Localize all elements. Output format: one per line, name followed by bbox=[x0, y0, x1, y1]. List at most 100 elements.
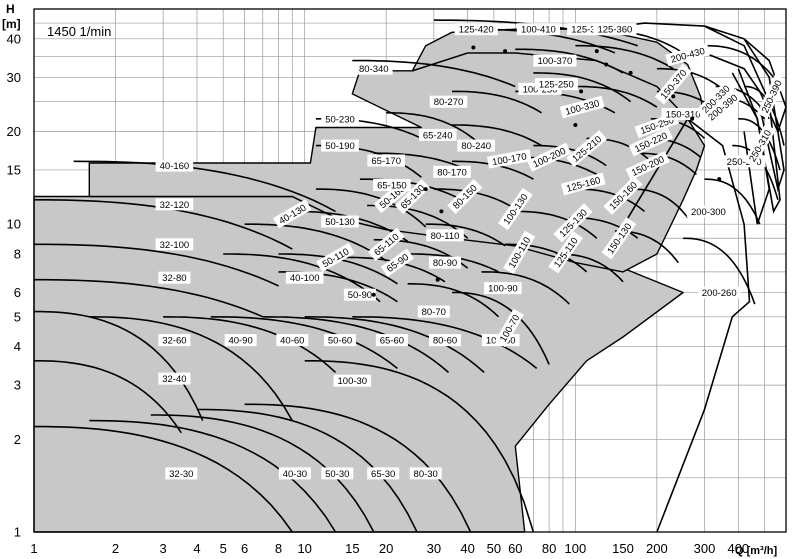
curve-label-80-170: 80-170 bbox=[433, 165, 471, 178]
curve-200-300 bbox=[704, 178, 761, 225]
y-tick-label: 1 bbox=[14, 525, 21, 540]
label-background bbox=[702, 88, 744, 126]
curve-32-60 bbox=[34, 310, 204, 421]
curve-65-60 bbox=[262, 316, 450, 374]
label-background bbox=[503, 230, 536, 275]
curve-100-200 bbox=[533, 144, 607, 167]
curve-80-110 bbox=[425, 223, 506, 247]
label-background bbox=[417, 305, 450, 318]
curve-label-text: 80-240 bbox=[461, 141, 491, 152]
curve-label-65-170: 65-170 bbox=[367, 154, 405, 167]
curve-label-text: 50-230 bbox=[325, 114, 355, 125]
label-background bbox=[526, 142, 572, 172]
curve-32-40 bbox=[34, 359, 182, 434]
curve-label-80-90: 80-90 bbox=[429, 256, 461, 269]
curve-label-80-340: 80-340 bbox=[355, 62, 393, 75]
curve-label-text: 50-190 bbox=[325, 141, 355, 152]
label-background bbox=[484, 282, 522, 295]
label-background bbox=[548, 231, 583, 274]
curve-50-160 bbox=[315, 188, 427, 228]
curve-label-50-60: 50-60 bbox=[324, 334, 356, 347]
curve-label-text: 65-60 bbox=[380, 336, 404, 347]
curve-label-text: 65-150 bbox=[377, 181, 407, 192]
curve-200-430 bbox=[704, 44, 775, 78]
curve-label-40-60: 40-60 bbox=[276, 334, 309, 347]
label-background bbox=[559, 95, 605, 119]
y-tick-label: 5 bbox=[14, 309, 21, 324]
curve-label-text: 100-30 bbox=[338, 376, 368, 387]
label-background bbox=[654, 63, 692, 105]
leader-dot bbox=[435, 277, 440, 282]
curve-65-170 bbox=[373, 152, 469, 171]
leader-dot bbox=[573, 122, 578, 127]
curve-80-340 bbox=[352, 59, 516, 88]
curve-label-text: 40-100 bbox=[290, 273, 320, 284]
label-background bbox=[593, 23, 637, 36]
curve-32-30 bbox=[34, 425, 293, 533]
label-background bbox=[158, 271, 191, 284]
curve-150-160 bbox=[630, 188, 689, 219]
curve-label-text: 80-30 bbox=[414, 469, 438, 480]
curve-label-text: 50-60 bbox=[328, 336, 352, 347]
x-tick-label: 4 bbox=[193, 541, 200, 556]
label-background bbox=[276, 334, 309, 347]
label-background bbox=[486, 149, 532, 169]
curve-125-250 bbox=[575, 85, 658, 108]
curve-label-text: 100-90 bbox=[488, 284, 518, 295]
curve-label-80-270: 80-270 bbox=[429, 95, 468, 108]
x-tick-label: 300 bbox=[694, 541, 716, 556]
label-background bbox=[224, 334, 257, 347]
curve-32-80 bbox=[34, 278, 264, 318]
curve-100-130 bbox=[515, 210, 598, 239]
label-background bbox=[533, 54, 577, 67]
x-tick-label: 5 bbox=[220, 541, 227, 556]
label-background bbox=[316, 242, 355, 272]
curve-label-text: 250-390 bbox=[760, 79, 785, 115]
curve-80-60 bbox=[304, 316, 485, 374]
label-background bbox=[494, 308, 524, 348]
curve-label-text: 50-130 bbox=[325, 217, 355, 228]
curve-50-60 bbox=[210, 316, 398, 370]
leader-dot bbox=[471, 45, 476, 50]
curve-label-text: 32-120 bbox=[160, 200, 190, 211]
curve-label-text: 32-100 bbox=[160, 240, 190, 251]
curve-label-32-60: 32-60 bbox=[158, 334, 191, 347]
x-tick-label: 10 bbox=[297, 541, 311, 556]
curve-label-65-60: 65-60 bbox=[375, 334, 408, 347]
curve-32-100 bbox=[34, 243, 279, 287]
curve-label-80-60: 80-60 bbox=[429, 334, 461, 347]
curve-label-text: 100-370 bbox=[537, 56, 572, 67]
label-background bbox=[433, 165, 471, 178]
x-tick-label: 1 bbox=[30, 541, 37, 556]
label-background bbox=[380, 248, 414, 277]
leader-dot bbox=[717, 177, 722, 182]
curve-label-50-90: 50-90 bbox=[343, 288, 376, 301]
curve-label-text: 200-260 bbox=[702, 288, 737, 299]
label-background bbox=[566, 130, 608, 168]
y-tick-label: 2 bbox=[14, 432, 21, 447]
leader-dot bbox=[594, 49, 599, 54]
curve-label-40-90: 40-90 bbox=[224, 334, 257, 347]
label-background bbox=[560, 172, 606, 196]
curve-65-240 bbox=[386, 112, 483, 147]
curve-80-70 bbox=[407, 282, 500, 318]
label-background bbox=[373, 179, 411, 191]
curve-label-text: 200-300 bbox=[691, 207, 726, 218]
label-background bbox=[661, 108, 705, 120]
curve-label-100-410: 100-410 bbox=[516, 23, 560, 36]
x-tick-label: 80 bbox=[542, 541, 556, 556]
label-background bbox=[273, 199, 312, 229]
label-background bbox=[367, 467, 400, 480]
curve-100-330 bbox=[533, 72, 632, 103]
curve-label-80-30: 80-30 bbox=[409, 467, 442, 480]
x-tick-label: 60 bbox=[508, 541, 522, 556]
curve-label-text: 32-40 bbox=[162, 374, 186, 385]
curve-40-60 bbox=[163, 316, 337, 373]
curve-label-65-240: 65-240 bbox=[418, 128, 457, 141]
leader-dot bbox=[604, 62, 609, 67]
curve-label-200-260: 200-260 bbox=[697, 286, 741, 299]
label-background bbox=[158, 372, 191, 385]
x-tick-label: 200 bbox=[646, 541, 668, 556]
y-axis-title-unit: [m] bbox=[2, 17, 21, 31]
leader-dot bbox=[439, 209, 444, 214]
